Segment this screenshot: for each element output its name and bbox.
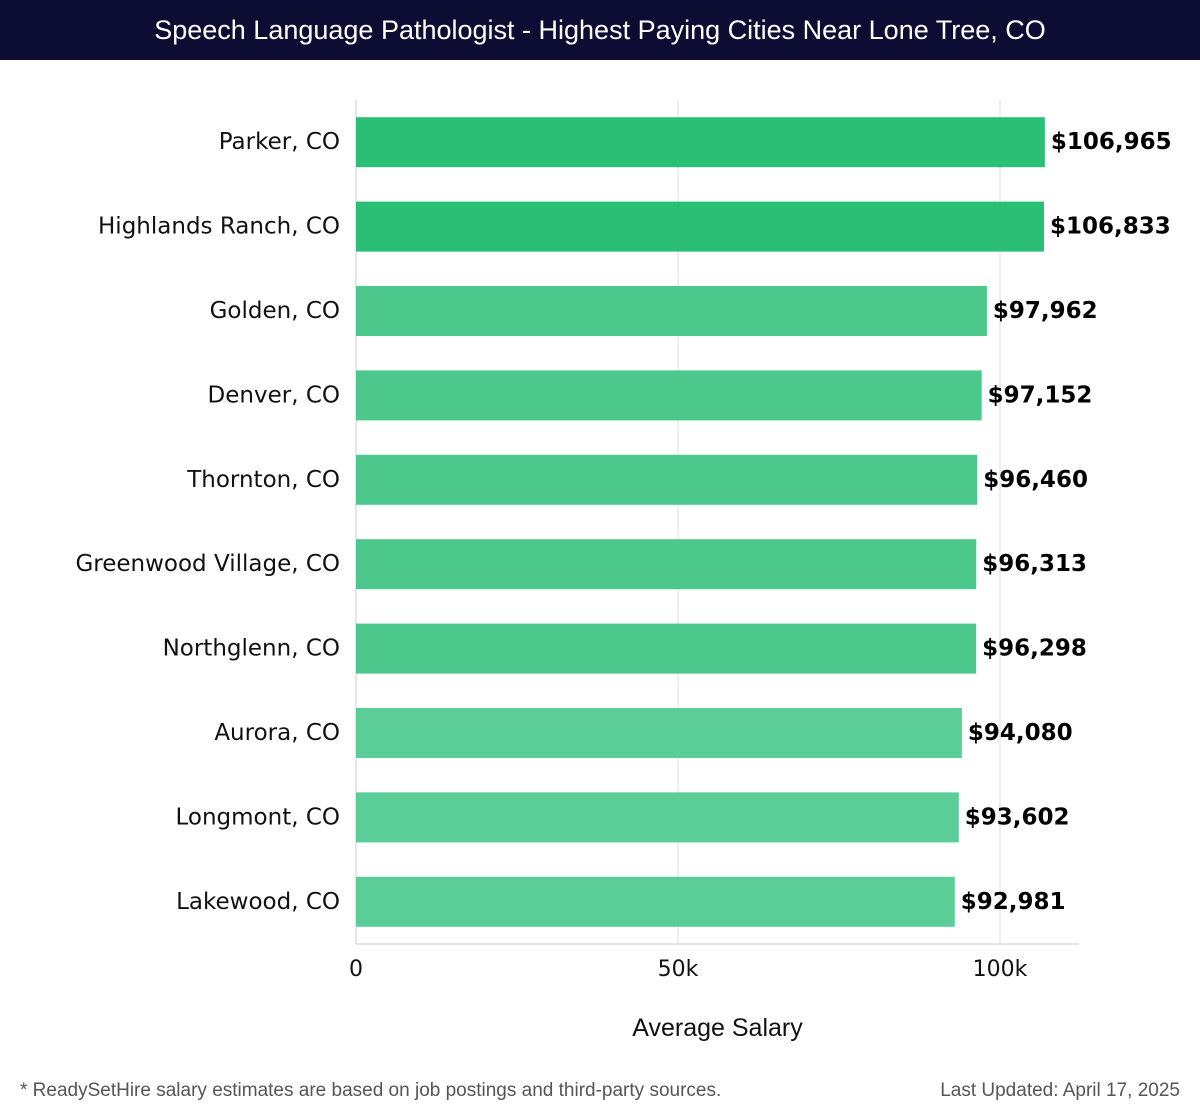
- value-label: $96,298: [982, 636, 1087, 662]
- category-label: Thornton, CO: [186, 467, 340, 493]
- bar: [356, 792, 959, 843]
- category-label: Lakewood, CO: [176, 889, 340, 915]
- category-label: Greenwood Village, CO: [75, 551, 340, 577]
- value-label: $96,313: [982, 551, 1087, 577]
- bar: [356, 539, 977, 590]
- value-label: $97,962: [993, 298, 1098, 324]
- bar: [356, 708, 962, 758]
- value-label: $106,965: [1051, 129, 1172, 155]
- category-label: Denver, CO: [208, 382, 340, 408]
- x-tick-label: 50k: [658, 957, 699, 982]
- last-updated: Last Updated: April 17, 2025: [940, 1080, 1180, 1101]
- value-label: $93,602: [965, 804, 1070, 830]
- category-label: Longmont, CO: [175, 804, 340, 830]
- x-axis-title: Average Salary: [632, 1014, 803, 1042]
- salary-bar-chart: Parker, CO $106,965 Highlands Ranch, CO $10…: [75, 100, 1172, 1042]
- x-tick-label: 0: [349, 957, 363, 982]
- category-label: Highlands Ranch, CO: [98, 214, 340, 240]
- value-label: $94,080: [968, 720, 1073, 746]
- value-label: $96,460: [983, 467, 1088, 493]
- category-label: Parker, CO: [219, 129, 340, 155]
- value-label: $97,152: [988, 382, 1093, 408]
- bar: [356, 201, 1045, 252]
- bar: [356, 286, 987, 336]
- value-label: $92,981: [961, 889, 1066, 915]
- footer-note: * ReadySetHire salary estimates are base…: [20, 1080, 722, 1101]
- chart-title: Speech Language Pathologist - Highest Pa…: [0, 0, 1200, 60]
- x-tick-label: 100k: [973, 957, 1028, 982]
- category-label: Northglenn, CO: [163, 636, 340, 662]
- bar: [356, 454, 978, 505]
- bar: [356, 117, 1045, 168]
- category-label: Golden, CO: [210, 298, 340, 324]
- bar: [356, 876, 955, 927]
- category-label: Aurora, CO: [214, 720, 340, 746]
- bar: [356, 370, 982, 421]
- bar: [356, 623, 977, 674]
- value-label: $106,833: [1050, 214, 1171, 240]
